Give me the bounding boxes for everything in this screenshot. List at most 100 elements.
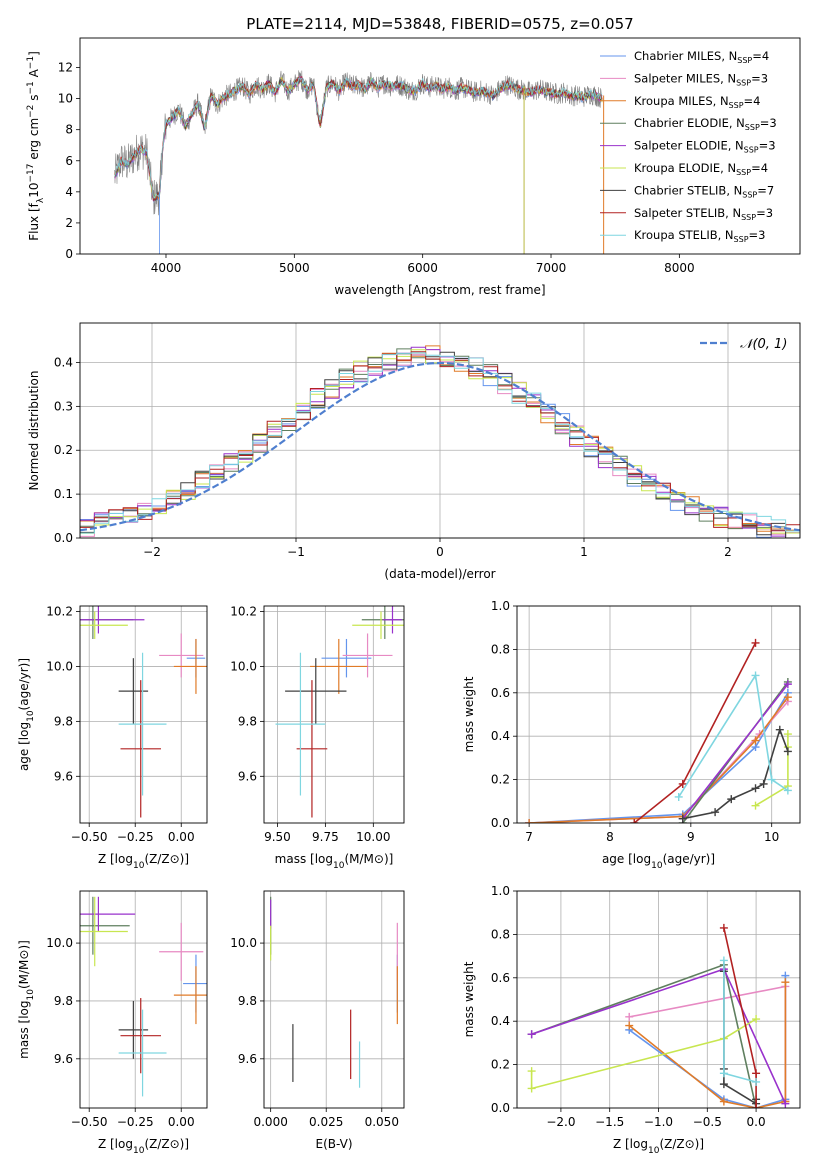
y-tick-label: 0.8 <box>491 927 510 941</box>
y-tick-label: 9.6 <box>238 769 257 783</box>
x-tick-label: 9.50 <box>264 830 291 844</box>
residuals-plot-area <box>80 345 800 538</box>
y-tick-label: 10.2 <box>46 604 73 618</box>
x-tick-label: 10 <box>764 830 779 844</box>
x-tick-label: 7 <box>525 830 533 844</box>
gaussian-curve <box>80 361 800 532</box>
y-tick-label: 6 <box>65 154 73 168</box>
x-tick-label: 0.0 <box>747 1115 766 1129</box>
y-tick-label: 9.6 <box>54 769 73 783</box>
data-point-marker <box>751 671 760 680</box>
mass-weight-vs-Z-y-label: mass weight <box>462 961 476 1037</box>
y-tick-label: 0.2 <box>491 773 510 787</box>
data-point-marker <box>752 1104 761 1108</box>
data-point-marker <box>630 819 639 823</box>
y-tick-label: 0.0 <box>54 531 73 545</box>
x-tick-label: 0.025 <box>309 1115 343 1129</box>
mass-weight-line <box>529 696 789 823</box>
x-tick-label: 8000 <box>664 261 695 275</box>
mass-vs-Z-axes: −0.50 −0.25 0.00 9.6 9.8 10.0 <box>46 891 207 1129</box>
data-point-marker <box>527 1030 536 1039</box>
spectrum-y-label: Flux [fλ10−17 erg cm−2 s−1 A−1] <box>26 51 46 241</box>
age-vs-Z-x-label: Z [log10(Z/Z⊙)] <box>98 852 189 871</box>
y-tick-label: 8 <box>65 123 73 137</box>
x-tick-label: −1.5 <box>595 1115 624 1129</box>
residuals-x-label: (data-model)/error <box>384 567 495 581</box>
mass-weight-line <box>530 1018 757 1090</box>
data-point-marker <box>775 725 784 734</box>
data-point-marker <box>759 779 768 788</box>
y-tick-label: 0.2 <box>54 443 73 457</box>
y-tick-label: 0.3 <box>54 399 73 413</box>
data-point-marker <box>783 730 792 739</box>
data-point-marker <box>719 1080 728 1089</box>
data-point-marker <box>625 1012 634 1021</box>
y-tick-label: 0.0 <box>491 1101 510 1115</box>
y-tick-label: 0.6 <box>491 686 510 700</box>
spectrum-plot-area <box>114 70 605 254</box>
data-point-marker <box>783 786 792 795</box>
mass-vs-EBV-plot-area <box>270 896 398 1088</box>
x-tick-label: −2 <box>143 545 161 559</box>
data-point-marker <box>781 1099 790 1108</box>
residuals-frame <box>79 322 801 539</box>
y-tick-label: 2 <box>65 216 73 230</box>
legend-label: Salpeter ELODIE, NSSP=3 <box>634 139 776 155</box>
legend-label: Chabrier MILES, NSSP=4 <box>634 49 769 65</box>
mass-vs-Z-plot-area <box>80 896 207 1097</box>
x-tick-label: −0.25 <box>117 830 154 844</box>
mass-weight-line <box>628 982 787 1108</box>
mass-weight-vs-age-frame <box>516 605 801 824</box>
y-tick-label: 10.0 <box>46 936 73 950</box>
data-point-marker <box>719 1069 728 1078</box>
mass-vs-EBV-frame <box>263 890 405 1109</box>
data-point-marker <box>752 1077 761 1086</box>
y-tick-label: 4 <box>65 185 73 199</box>
x-tick-label: 9.75 <box>312 830 339 844</box>
spectrum-legend: Chabrier MILES, NSSP=4 Salpeter MILES, NS… <box>600 49 777 244</box>
data-point-marker <box>678 779 687 788</box>
legend-label: Kroupa STELIB, NSSP=3 <box>634 228 765 244</box>
age-vs-Z-plot-area <box>80 606 207 818</box>
y-tick-label: 0.8 <box>491 642 510 656</box>
y-tick-label: 1.0 <box>491 884 510 898</box>
x-tick-label: 1 <box>580 545 588 559</box>
y-tick-label: 0.0 <box>491 816 510 830</box>
y-tick-label: 10 <box>58 92 73 106</box>
spectrum-axes: 4000 5000 6000 7000 8000 0 2 4 6 8 10 12 <box>58 61 695 275</box>
y-tick-label: 0 <box>65 247 73 261</box>
x-tick-label: 6000 <box>407 261 438 275</box>
x-tick-label: −1 <box>287 545 305 559</box>
x-tick-label: 0.00 <box>168 830 195 844</box>
mass-weight-line <box>678 673 789 798</box>
age-vs-mass-axes: 9.50 9.75 10.00 9.6 9.8 10.0 10.2 <box>230 604 404 844</box>
x-tick-label: −2.0 <box>546 1115 575 1129</box>
data-point-marker <box>783 693 792 702</box>
y-tick-label: 9.8 <box>54 994 73 1008</box>
data-point-marker <box>751 784 760 793</box>
data-point-marker <box>674 792 683 801</box>
y-tick-label: 10.2 <box>230 604 257 618</box>
data-point-marker <box>727 795 736 804</box>
mass-vs-Z-frame <box>79 890 208 1109</box>
data-point-marker <box>719 1097 728 1106</box>
x-tick-label: −0.50 <box>71 830 108 844</box>
x-tick-label: −0.25 <box>117 1115 154 1129</box>
x-tick-label: 0 <box>436 545 444 559</box>
y-tick-label: 10.0 <box>230 936 257 950</box>
x-tick-label: −0.5 <box>693 1115 722 1129</box>
spectrum-x-label: wavelength [Angstrom, rest frame] <box>334 283 545 297</box>
x-tick-label: 0.00 <box>168 1115 195 1129</box>
data-point-marker <box>751 801 760 810</box>
model-spectrum-line <box>114 76 603 199</box>
data-point-marker <box>752 1015 761 1024</box>
age-vs-mass-x-label: mass [log10(M/M⊙)] <box>275 852 394 871</box>
legend-label: 𝒩(0, 1) <box>740 337 787 352</box>
x-tick-label: 2 <box>724 545 732 559</box>
y-tick-label: 9.6 <box>238 1052 257 1066</box>
legend-label: Kroupa MILES, NSSP=4 <box>634 94 760 110</box>
data-point-marker <box>525 819 534 823</box>
x-tick-label: 0.000 <box>253 1115 287 1129</box>
mass-vs-EBV-x-label: E(B-V) <box>315 1137 352 1151</box>
data-point-marker <box>752 1069 761 1078</box>
